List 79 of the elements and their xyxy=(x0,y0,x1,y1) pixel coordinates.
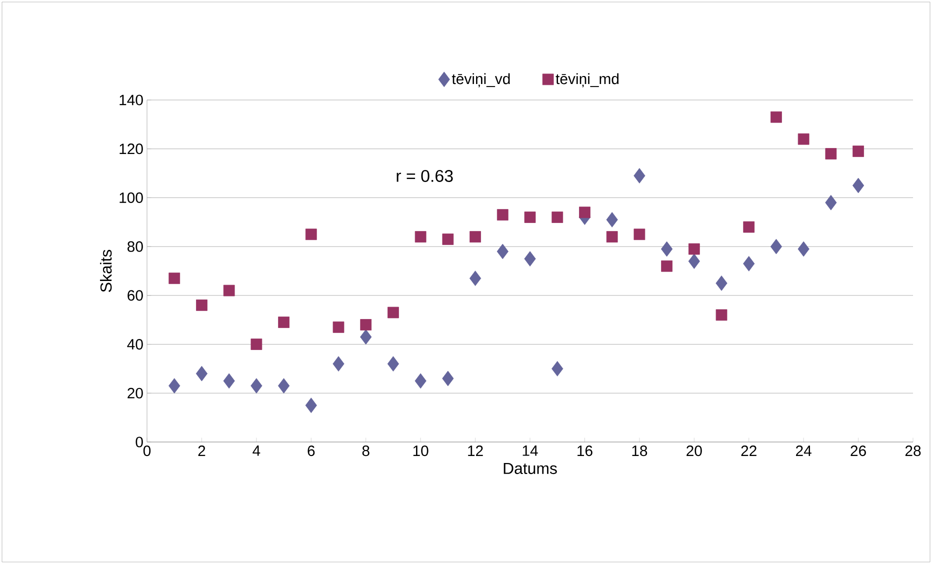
point xyxy=(469,270,482,286)
x-tick-label: 8 xyxy=(362,446,370,456)
point xyxy=(360,329,372,345)
point xyxy=(470,231,481,242)
point xyxy=(196,300,208,311)
y-axis-title: Skaits xyxy=(100,250,112,292)
x-axis-title: Datums xyxy=(504,462,557,474)
point xyxy=(660,241,673,257)
point xyxy=(552,212,564,223)
y-tick-label: 20 xyxy=(128,388,143,398)
point xyxy=(852,178,864,194)
x-tick-label: 14 xyxy=(522,446,538,456)
point xyxy=(250,378,262,394)
point xyxy=(223,373,235,389)
x-tick-label: 0 xyxy=(143,446,151,456)
point xyxy=(770,238,782,254)
x-tick-label: 20 xyxy=(686,446,702,456)
x-tick-label: 18 xyxy=(632,446,648,456)
point xyxy=(442,234,454,245)
point xyxy=(634,228,646,240)
point xyxy=(716,276,728,291)
point xyxy=(825,148,837,160)
x-tick-label: 16 xyxy=(578,446,592,456)
point xyxy=(606,231,618,242)
x-tick-label: 26 xyxy=(850,446,866,456)
x-tick-label: 10 xyxy=(413,446,428,456)
y-tick-label: 60 xyxy=(128,290,143,301)
point xyxy=(770,111,782,123)
point xyxy=(798,241,810,257)
x-tick-label: 2 xyxy=(198,446,206,456)
x-tick-label: 4 xyxy=(252,446,260,456)
point xyxy=(716,309,728,321)
point xyxy=(688,243,700,255)
legend-label: tēviņi_md xyxy=(556,73,619,88)
point xyxy=(196,366,208,382)
point xyxy=(442,370,454,386)
point xyxy=(278,378,290,394)
point xyxy=(388,306,399,318)
point xyxy=(825,194,837,210)
point xyxy=(634,168,646,184)
point xyxy=(168,378,180,394)
y-tick-label: 80 xyxy=(128,241,143,252)
point xyxy=(743,221,755,233)
point xyxy=(250,338,262,350)
x-tick-label: 22 xyxy=(741,446,756,456)
point xyxy=(496,209,508,220)
x-tick-label: 12 xyxy=(468,446,483,456)
y-tick-label: 0 xyxy=(136,436,143,448)
point xyxy=(552,361,564,376)
point xyxy=(414,231,426,242)
y-tick-label: 120 xyxy=(120,144,143,154)
point xyxy=(852,146,864,157)
point xyxy=(305,398,317,414)
point xyxy=(168,272,180,284)
point xyxy=(332,322,344,333)
x-tick-label: 6 xyxy=(308,446,315,456)
point xyxy=(278,316,290,328)
point xyxy=(688,254,700,269)
point xyxy=(305,228,317,240)
point xyxy=(360,319,372,330)
point xyxy=(524,251,536,266)
point xyxy=(496,244,508,260)
y-tick-label: 100 xyxy=(120,192,143,203)
point xyxy=(387,356,400,372)
point xyxy=(798,133,810,145)
annotation: r = 0.63 xyxy=(396,170,453,182)
y-tick-label: 140 xyxy=(120,94,143,106)
point xyxy=(661,260,672,272)
x-tick-label: 24 xyxy=(796,446,812,456)
point xyxy=(524,212,536,223)
point xyxy=(332,356,344,372)
x-tick-label: 28 xyxy=(905,446,921,456)
point xyxy=(606,212,618,228)
point xyxy=(579,206,590,218)
point xyxy=(743,256,755,272)
legend-label: tēviņi_vd xyxy=(452,73,510,88)
point xyxy=(414,373,426,389)
y-tick-label: 40 xyxy=(127,338,143,350)
point xyxy=(223,284,235,296)
